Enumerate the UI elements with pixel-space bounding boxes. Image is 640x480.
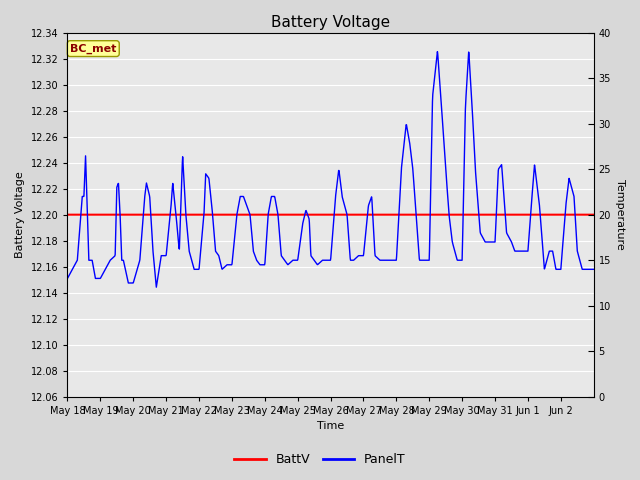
Title: Battery Voltage: Battery Voltage (271, 15, 390, 30)
Y-axis label: Temperature: Temperature (615, 180, 625, 250)
Legend: BattV, PanelT: BattV, PanelT (229, 448, 411, 471)
X-axis label: Time: Time (317, 421, 344, 432)
Text: BC_met: BC_met (70, 44, 116, 54)
Y-axis label: Battery Voltage: Battery Voltage (15, 171, 25, 258)
